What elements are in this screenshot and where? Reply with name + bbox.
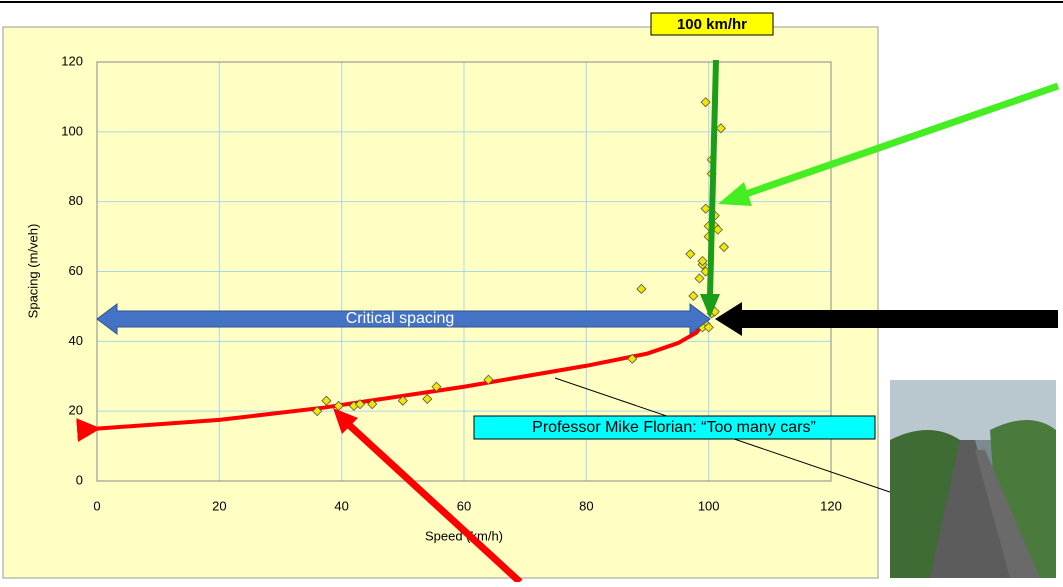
y-tick-label: 0 xyxy=(76,472,83,487)
x-tick-label: 20 xyxy=(212,498,226,513)
y-tick-label: 120 xyxy=(61,53,83,68)
chart-frame xyxy=(3,27,878,578)
black-arrow-shaft xyxy=(740,310,1058,328)
page: body { margin: 0; width: 1063px; height:… xyxy=(0,0,1063,582)
x-tick-label: 40 xyxy=(334,498,348,513)
critical-label: Critical spacing xyxy=(346,310,454,327)
x-tick-label: 120 xyxy=(820,498,842,513)
y-tick-label: 40 xyxy=(69,333,83,348)
x-tick-label: 0 xyxy=(93,498,100,513)
x-tick-label: 80 xyxy=(579,498,593,513)
y-tick-label: 60 xyxy=(69,263,83,278)
y-tick-label: 80 xyxy=(69,193,83,208)
traffic-photo xyxy=(890,380,1056,578)
y-tick-label: 20 xyxy=(69,403,83,418)
chart: 020406080100120020406080100120 Speed (km… xyxy=(0,0,1063,582)
quote-label: Professor Mike Florian: “Too many cars” xyxy=(532,419,816,436)
y-tick-label: 100 xyxy=(61,123,83,138)
slide: {"chart_data": {"type": "scatter", "xlab… xyxy=(0,0,1063,582)
x-tick-label: 60 xyxy=(457,498,471,513)
x-tick-label: 100 xyxy=(698,498,720,513)
y-axis-label: Spacing (m/veh) xyxy=(25,224,40,319)
speed-marker-label: 100 km/hr xyxy=(677,16,747,33)
